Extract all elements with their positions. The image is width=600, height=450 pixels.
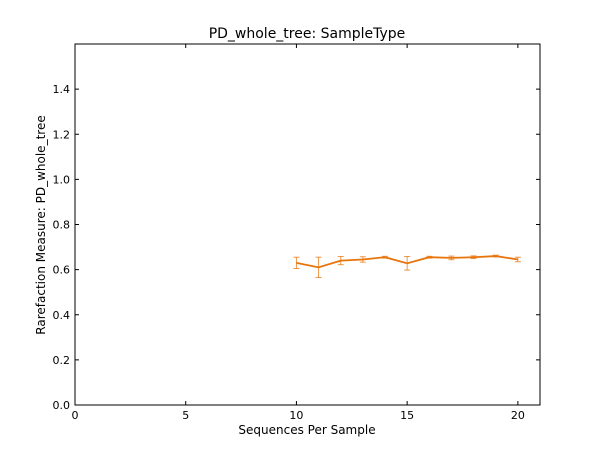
- y-tick-label: 0.2: [53, 354, 71, 367]
- y-axis-label: Rarefaction Measure: PD_whole_tree: [34, 115, 48, 334]
- axis-ticks: 0 5 10 15 20 0.0 0.2 0.4 0.6 0.8 1.0 1.2 1.4: [53, 44, 540, 422]
- y-tick-label: 1.0: [53, 173, 71, 186]
- y-tick-label: 1.2: [53, 128, 71, 141]
- x-tick-label: 0: [72, 409, 79, 422]
- x-tick-label: 20: [511, 409, 525, 422]
- y-tick-label: 1.4: [53, 83, 71, 96]
- series-line: [296, 255, 518, 269]
- x-axis-label: Sequences Per Sample: [238, 423, 375, 437]
- chart-title: PD_whole_tree: SampleType: [209, 26, 406, 42]
- y-tick-label: 0.4: [53, 309, 71, 322]
- y-tick-label: 0.6: [53, 264, 71, 277]
- x-tick-label: 10: [289, 409, 303, 422]
- y-tick-label: 0.8: [53, 219, 71, 232]
- y-tick-label: 0.0: [53, 399, 71, 412]
- data-series: [293, 254, 521, 279]
- x-tick-label: 15: [400, 409, 414, 422]
- plot-frame: [74, 43, 541, 406]
- x-tick-label: 5: [182, 409, 189, 422]
